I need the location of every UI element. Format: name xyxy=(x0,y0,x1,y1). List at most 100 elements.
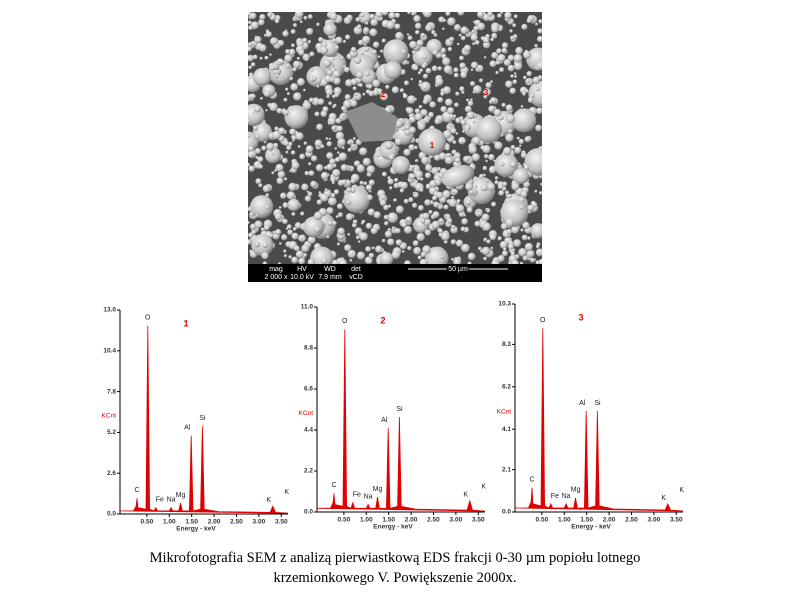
particle xyxy=(538,258,542,264)
particle xyxy=(503,146,512,156)
particle xyxy=(304,170,310,176)
particle xyxy=(395,239,403,246)
particle xyxy=(422,54,427,60)
particle xyxy=(318,37,324,43)
particle xyxy=(474,208,483,217)
particle xyxy=(291,161,300,170)
particle xyxy=(291,43,295,48)
particle xyxy=(485,178,489,183)
sem-info-header: WD xyxy=(324,266,336,273)
particle xyxy=(538,191,542,195)
particle xyxy=(249,12,257,20)
particle xyxy=(409,115,417,123)
particle xyxy=(445,12,451,16)
particle xyxy=(530,258,535,263)
particle xyxy=(502,181,508,187)
particle xyxy=(494,141,503,150)
particle xyxy=(310,246,334,264)
particle xyxy=(355,17,361,22)
peak-label: K xyxy=(266,497,271,504)
particle xyxy=(403,148,411,157)
particle xyxy=(497,53,506,62)
particle xyxy=(366,194,373,201)
particle xyxy=(422,245,431,254)
peak-label: Na xyxy=(364,493,373,500)
particle xyxy=(368,260,373,264)
particle xyxy=(356,251,366,260)
particle xyxy=(538,19,542,24)
particle xyxy=(513,14,518,19)
particle xyxy=(414,22,422,30)
x-axis-label: Energy - keV xyxy=(571,524,611,531)
particle xyxy=(414,170,423,179)
particle xyxy=(286,191,296,200)
particle xyxy=(514,75,518,78)
particle xyxy=(335,36,343,44)
particle xyxy=(306,27,314,36)
particle xyxy=(391,86,400,94)
particle xyxy=(320,171,329,180)
particle xyxy=(418,104,423,109)
particle xyxy=(329,158,336,165)
particle xyxy=(353,160,361,167)
particle xyxy=(510,145,516,150)
particle xyxy=(310,155,318,162)
particle xyxy=(402,93,408,99)
peak-label: C xyxy=(331,482,336,489)
particle xyxy=(454,157,461,163)
particle xyxy=(250,223,257,230)
peak-label: O xyxy=(145,315,151,322)
chart-title: 3 xyxy=(578,312,583,322)
particle xyxy=(406,107,414,115)
particle xyxy=(357,240,361,243)
particle xyxy=(501,47,508,54)
particle xyxy=(299,20,303,24)
particle xyxy=(340,164,348,172)
x-tick-label: 1.00 xyxy=(558,517,571,524)
particle xyxy=(435,77,444,86)
particle xyxy=(288,255,292,259)
particle xyxy=(381,38,386,43)
peak-label: Si xyxy=(594,400,601,407)
particle xyxy=(463,44,471,52)
particle xyxy=(507,193,512,199)
particle xyxy=(417,237,421,241)
particle xyxy=(487,12,493,17)
peak-label: Fe xyxy=(156,497,164,504)
particle xyxy=(401,49,407,55)
particle xyxy=(294,222,302,229)
peak-label: Na xyxy=(562,493,571,500)
particle xyxy=(251,230,256,235)
y-tick-label: 0.0 xyxy=(304,509,313,516)
particle xyxy=(486,182,496,191)
particle xyxy=(461,218,468,225)
peak-label: C xyxy=(134,487,139,494)
particle xyxy=(279,59,284,64)
particle xyxy=(248,65,252,70)
particle xyxy=(403,198,409,204)
particle xyxy=(401,127,406,131)
particle xyxy=(387,238,395,246)
sem-particles xyxy=(248,12,542,264)
particle xyxy=(463,155,470,163)
particle xyxy=(350,46,357,53)
particle xyxy=(422,99,429,105)
particle xyxy=(252,111,255,114)
particle xyxy=(331,57,335,61)
particle xyxy=(395,205,404,214)
particle xyxy=(336,203,343,210)
particle xyxy=(407,35,413,41)
particle xyxy=(336,242,341,246)
particle xyxy=(463,214,466,217)
particle xyxy=(285,63,291,69)
particle xyxy=(326,207,334,215)
particle xyxy=(307,191,313,197)
particle xyxy=(344,244,352,252)
particle xyxy=(288,182,297,192)
particle xyxy=(504,190,510,195)
particle xyxy=(292,136,297,141)
particle xyxy=(265,147,282,164)
particle xyxy=(424,172,432,179)
particle xyxy=(523,75,527,80)
particle xyxy=(413,65,419,71)
